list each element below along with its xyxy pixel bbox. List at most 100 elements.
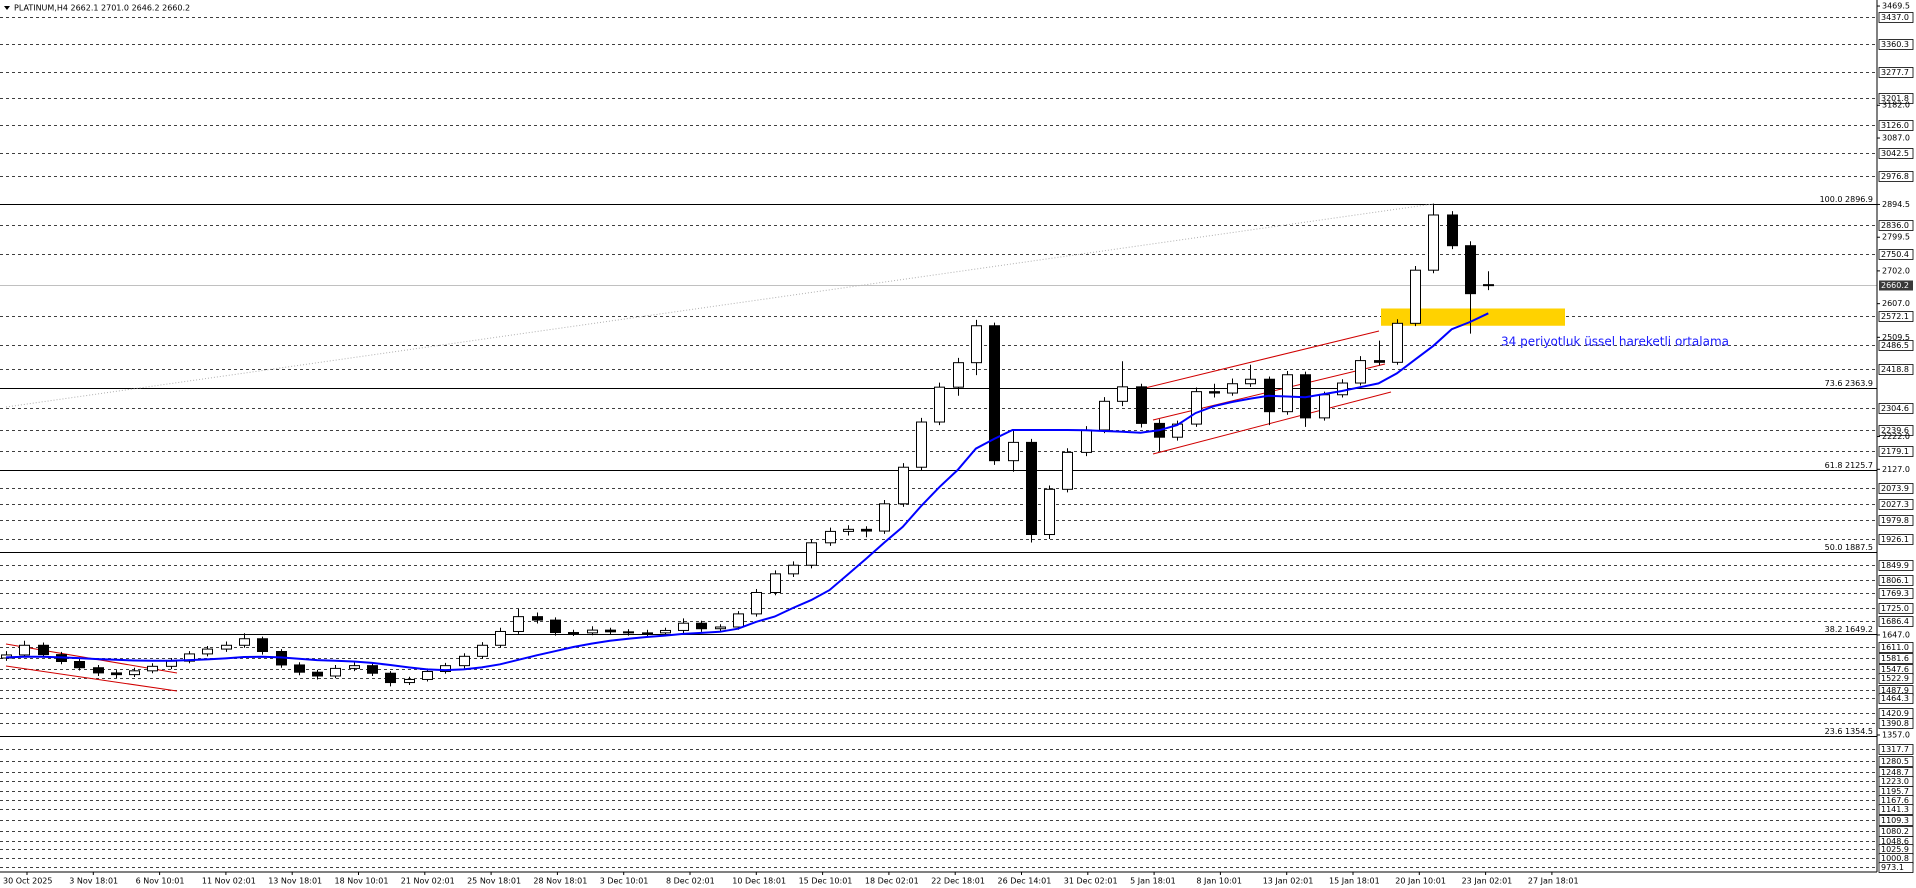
level-label-box	[1878, 603, 1914, 614]
ema-line	[5, 312, 1489, 672]
candle-body	[422, 671, 433, 680]
candle-body	[953, 362, 964, 388]
candle-body	[19, 644, 30, 656]
level-label-box	[1878, 744, 1914, 755]
zone-layer	[1381, 308, 1565, 326]
candle-body	[678, 622, 689, 631]
candle-body	[587, 629, 598, 634]
candle-body	[221, 644, 232, 650]
y-tick-label: 2894.5	[1882, 200, 1910, 209]
level-label: 1390.8	[1881, 719, 1909, 728]
level-label: 3360.3	[1881, 40, 1909, 49]
candle-body	[330, 667, 341, 677]
candle-body	[806, 542, 817, 566]
level-label: 1806.1	[1881, 576, 1909, 585]
x-tick-label: 15 Jan 18:01	[1329, 877, 1380, 886]
collapse-icon[interactable]	[4, 6, 10, 10]
candle-body	[971, 325, 982, 364]
candle-body	[1447, 214, 1458, 247]
level-label: 1080.2	[1881, 827, 1909, 836]
candle-body	[1410, 269, 1421, 324]
candle-body	[74, 661, 85, 669]
level-label-box	[1878, 653, 1914, 664]
fib-label: 100.0 2896.9	[1820, 195, 1873, 204]
candle-body	[93, 667, 104, 674]
level-label-box	[1878, 515, 1914, 526]
candle-body	[1483, 284, 1494, 287]
x-tick-label: 3 Nov 18:01	[69, 877, 118, 886]
x-tick-label: 23 Jan 02:01	[1462, 877, 1513, 886]
level-label: 1725.0	[1881, 604, 1909, 613]
axes: 3437.0 3360.3 3277.7 3201.8 3126.0 3042.5 2976…	[3, 2, 1914, 886]
candle-body	[1319, 394, 1330, 419]
level-label-box	[1878, 560, 1914, 571]
candle-body	[568, 632, 579, 635]
candle-body	[312, 671, 323, 677]
fib-label: 61.8 2125.7	[1825, 461, 1873, 470]
level-label: 2418.8	[1881, 365, 1909, 374]
y-tick-label: 3087.0	[1882, 134, 1910, 143]
level-label: 1195.7	[1881, 787, 1909, 796]
y-tick-label: 2127.0	[1882, 465, 1910, 474]
channel-lower	[1152, 391, 1392, 455]
candle-body	[495, 630, 506, 646]
candle-body	[385, 672, 396, 684]
channel-early-lower	[5, 665, 178, 692]
x-tick-label: 25 Nov 18:01	[467, 877, 521, 886]
fib-trend-line	[5, 203, 1434, 408]
candle-body	[1337, 382, 1348, 396]
level-label: 2027.3	[1881, 500, 1909, 509]
x-tick-label: 10 Dec 18:01	[732, 877, 786, 886]
level-label-box	[1878, 446, 1914, 457]
candle-body	[898, 466, 909, 505]
level-label-box	[1878, 499, 1914, 510]
candle-body	[404, 678, 415, 684]
candle-body	[513, 616, 524, 632]
candle-body	[1136, 386, 1147, 424]
level-label: 1487.9	[1881, 686, 1909, 695]
level-label-box	[1878, 756, 1914, 767]
x-tick-label: 18 Nov 10:01	[335, 877, 389, 886]
current-price-box	[1879, 280, 1913, 291]
level-label-box	[1878, 862, 1914, 873]
level-label: 1420.9	[1881, 709, 1909, 718]
level-label-box	[1878, 93, 1914, 104]
level-label-box	[1878, 425, 1914, 436]
level-label: 1223.0	[1881, 777, 1909, 786]
candle-body	[696, 622, 707, 630]
level-label-box	[1878, 120, 1914, 131]
candle-body	[825, 530, 836, 544]
candle-body	[367, 665, 378, 674]
candle-body	[1209, 391, 1220, 394]
candle-body	[1008, 441, 1019, 462]
x-tick-label: 11 Nov 02:01	[202, 877, 256, 886]
x-tick-label: 30 Oct 2025	[3, 877, 52, 886]
level-label-box	[1878, 364, 1914, 375]
level-label: 1025.9	[1881, 845, 1909, 854]
level-label: 1167.6	[1881, 796, 1909, 805]
candle-body	[184, 653, 195, 662]
candle-body	[715, 626, 726, 630]
level-label-box	[1878, 249, 1914, 260]
x-tick-label: 13 Nov 18:01	[268, 877, 322, 886]
level-label-box	[1878, 148, 1914, 159]
x-tick-label: 21 Nov 02:01	[401, 877, 455, 886]
candle-body	[129, 670, 140, 676]
level-label: 1317.7	[1881, 745, 1909, 754]
y-tick-label: 1647.0	[1882, 630, 1910, 639]
ema-annotation: 34 periyotluk üssel hareketli ortalama	[1501, 335, 1729, 349]
level-label: 3201.8	[1881, 94, 1909, 103]
candles	[1, 203, 1494, 687]
candle-body	[477, 644, 488, 657]
candle-body	[1282, 374, 1293, 413]
candle-body	[788, 564, 799, 575]
candle-body	[294, 664, 305, 673]
level-label: 1926.1	[1881, 535, 1909, 544]
support-zone	[1381, 308, 1565, 326]
level-label: 1581.6	[1881, 654, 1909, 663]
level-label-box	[1878, 718, 1914, 729]
y-tick-label: 2702.0	[1882, 266, 1910, 275]
candle-body	[202, 648, 213, 655]
candle-body	[916, 421, 927, 468]
